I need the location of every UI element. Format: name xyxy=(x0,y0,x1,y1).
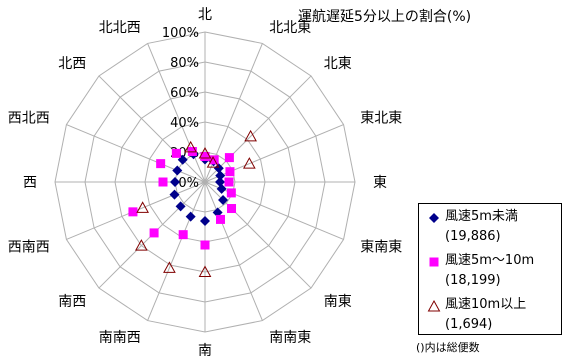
data-point-0-8 xyxy=(200,216,210,226)
r-tick-label: 60% xyxy=(170,86,199,101)
data-point-1-2 xyxy=(224,153,234,163)
data-point-1-10 xyxy=(149,228,159,238)
data-point-0-13 xyxy=(172,165,183,176)
data-point-0-6 xyxy=(218,195,229,206)
data-point-0-12 xyxy=(170,177,180,187)
legend: 風速5m未満 (19,886) 風速5m〜10m (18,199) 風速10m以… xyxy=(418,203,562,335)
data-point-1-7 xyxy=(215,214,225,224)
data-point-1-14 xyxy=(171,148,181,158)
direction-label: 南東 xyxy=(324,294,352,310)
r-tick-label: 40% xyxy=(170,116,199,131)
spoke-7 xyxy=(204,181,263,321)
legend-label-5-10m: 風速5m〜10m xyxy=(445,253,535,268)
data-point-0-9 xyxy=(185,211,196,222)
spoke-9 xyxy=(147,181,206,321)
data-point-1-5 xyxy=(226,188,236,198)
square-marker-icon xyxy=(429,257,439,267)
data-point-1-6 xyxy=(227,204,237,214)
data-point-1-9 xyxy=(178,230,188,240)
r-tick-label: 80% xyxy=(170,56,199,71)
chart-title: 運航遅延5分以上の割合(%) xyxy=(298,9,472,25)
data-point-2-11 xyxy=(136,201,149,213)
data-point-1-0 xyxy=(200,152,210,161)
data-point-1-11 xyxy=(128,207,138,217)
data-point-2-3 xyxy=(243,157,256,169)
direction-label: 南南西 xyxy=(99,330,141,346)
spoke-14 xyxy=(98,75,206,183)
direction-label: 東 xyxy=(373,175,387,191)
legend-count-5-10m: (18,199) xyxy=(445,273,501,288)
data-point-1-8 xyxy=(200,240,210,250)
direction-label: 西 xyxy=(23,175,37,191)
legend-count-over-10m: (1,694) xyxy=(445,317,493,332)
r-tick-label: 0% xyxy=(178,176,199,191)
direction-label: 北東 xyxy=(324,56,352,72)
data-point-0-5 xyxy=(216,183,227,194)
data-point-0-10 xyxy=(175,201,186,212)
data-point-2-1 xyxy=(206,156,220,168)
legend-count-under-5m: (19,886) xyxy=(445,229,501,244)
triangle-marker-icon xyxy=(427,299,441,312)
direction-label: 南西 xyxy=(58,294,86,310)
data-point-1-4 xyxy=(224,177,234,187)
spoke-2 xyxy=(204,75,312,183)
spoke-15 xyxy=(147,43,206,183)
direction-label: 北西 xyxy=(58,56,86,72)
data-point-0-4 xyxy=(215,177,225,187)
data-point-0-3 xyxy=(215,170,226,181)
legend-note: ()内は総便数 xyxy=(416,341,480,354)
direction-label: 北北東 xyxy=(269,20,311,36)
direction-label: 南 xyxy=(198,343,212,358)
diamond-marker-icon xyxy=(429,213,439,223)
direction-label: 西北西 xyxy=(8,111,50,127)
direction-label: 西南西 xyxy=(8,239,50,255)
direction-label: 東南東 xyxy=(360,239,402,255)
r-tick-label: 100% xyxy=(162,26,199,41)
data-point-2-0 xyxy=(198,146,212,159)
data-point-0-2 xyxy=(213,163,224,174)
data-point-1-12 xyxy=(158,177,168,187)
direction-label: 東北東 xyxy=(360,111,402,127)
data-point-1-13 xyxy=(156,159,166,169)
data-point-2-9 xyxy=(163,261,176,273)
legend-label-over-10m: 風速10m以上 xyxy=(445,297,527,312)
data-point-1-3 xyxy=(225,167,235,177)
data-point-2-10 xyxy=(135,239,148,251)
direction-label: 北北西 xyxy=(99,20,141,36)
data-point-2-2 xyxy=(244,129,257,142)
data-point-2-15 xyxy=(184,140,197,153)
direction-label: 南南東 xyxy=(269,330,311,346)
direction-label: 北 xyxy=(198,7,212,23)
legend-label-under-5m: 風速5m未満 xyxy=(445,209,518,224)
data-point-0-11 xyxy=(169,189,180,200)
data-point-2-8 xyxy=(198,265,212,277)
spoke-13 xyxy=(66,124,206,183)
